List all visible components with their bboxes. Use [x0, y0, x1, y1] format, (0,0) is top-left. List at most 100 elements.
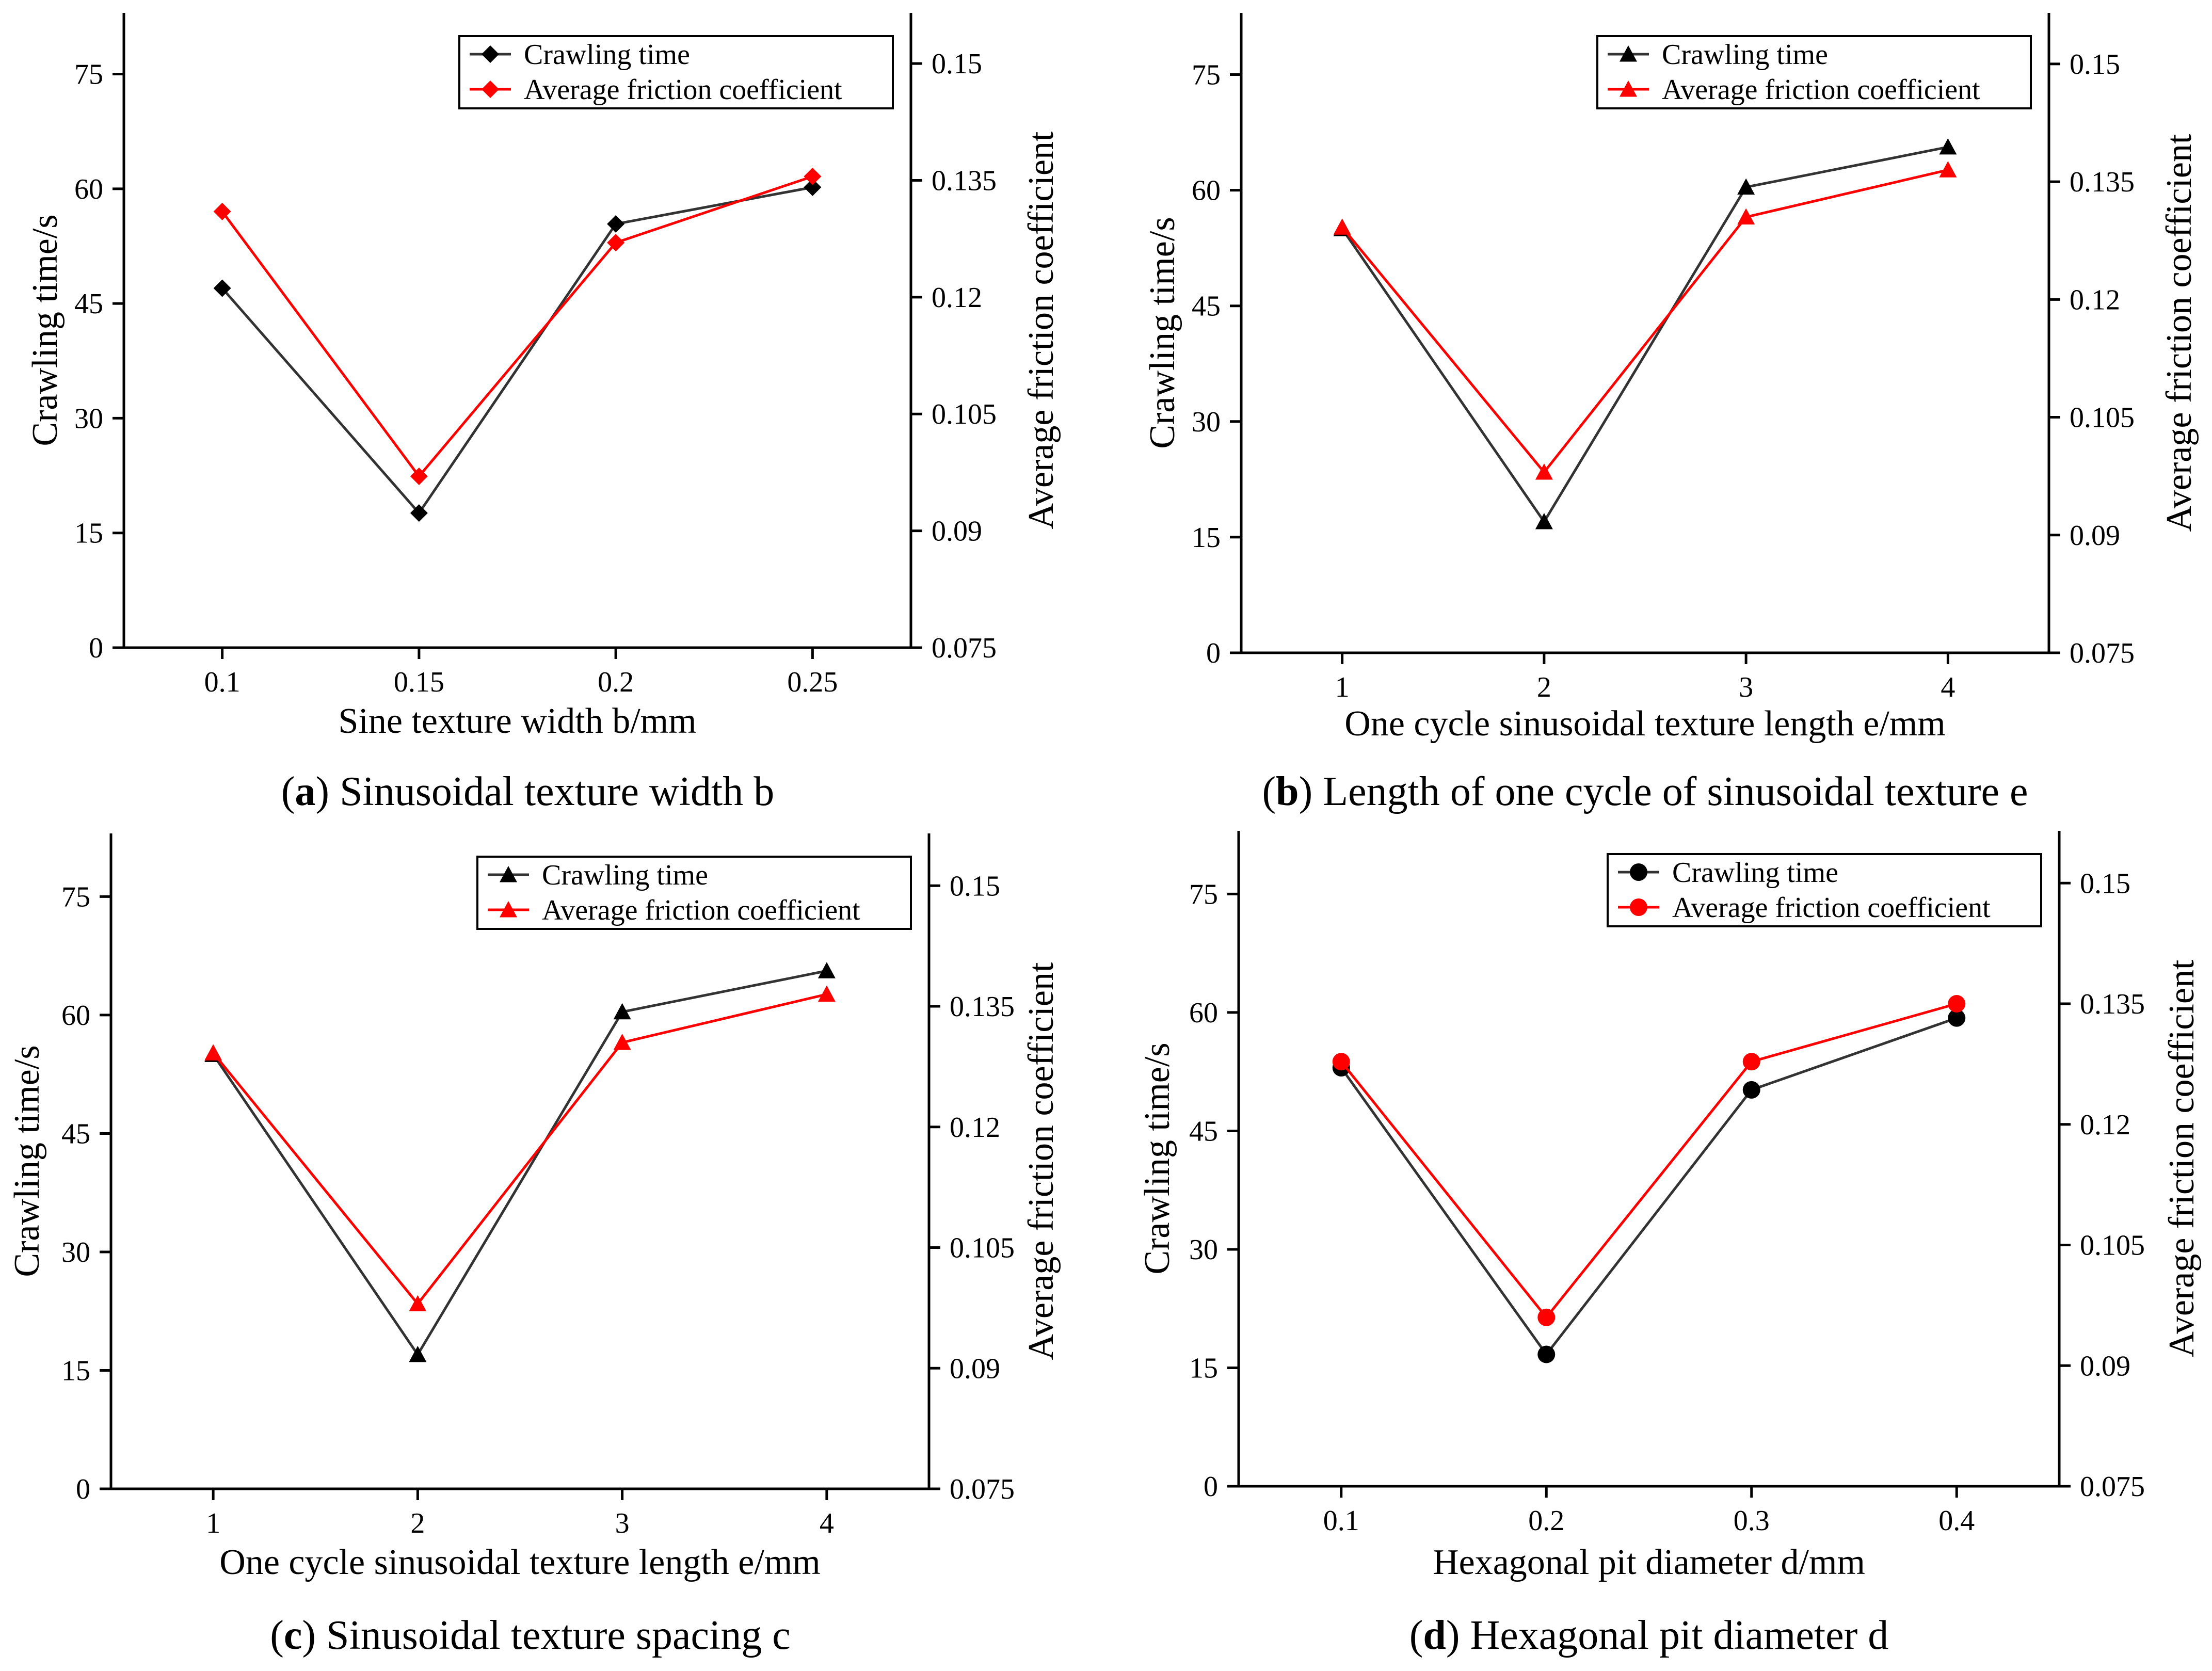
crawling-time-point	[213, 279, 231, 297]
y2-tick-label: 0.135	[2080, 988, 2145, 1020]
y2-tick-label: 0.135	[950, 991, 1015, 1023]
friction-coefficient-point	[1742, 1053, 1760, 1071]
y-tick-label: 45	[1192, 291, 1221, 323]
legend-label: Crawling time	[524, 39, 690, 71]
legend-label: Crawling time	[1672, 857, 1838, 889]
friction-coefficient-point	[1333, 218, 1351, 235]
y2-tick-label: 0.15	[950, 870, 1000, 902]
x-tick-label: 3	[615, 1507, 630, 1539]
y2-axis-title: Average friction coefficient	[1021, 962, 1061, 1360]
friction-coefficient-line	[212, 993, 827, 1306]
legend-box	[1607, 853, 2042, 927]
y-axis-title: Crawling time/s	[1137, 1042, 1177, 1274]
x-tick-label: 3	[1739, 671, 1753, 703]
chart-panel-d: 0 15 30 45 60 75 0.075 0.09 0.105 0.12 0.135 0.15 0.…	[1137, 831, 2202, 1658]
x-tick-label: 0.1	[204, 666, 241, 698]
y2-axis-title: Average friction coefficient	[2159, 134, 2199, 532]
y-tick-label: 60	[1189, 997, 1218, 1029]
legend-box	[476, 856, 912, 930]
friction-coefficient-line	[221, 175, 813, 479]
y2-tick-label: 0.075	[932, 632, 997, 664]
friction-coefficient-point	[409, 1295, 427, 1312]
legend-marker	[1620, 45, 1637, 62]
y-tick-label: 75	[1189, 878, 1218, 910]
friction-coefficient-point	[1948, 995, 1966, 1013]
y2-tick-label: 0.09	[2080, 1350, 2130, 1382]
legend-marker	[1630, 898, 1647, 916]
legend-label: Average friction coefficient	[542, 894, 860, 926]
legend-marker	[500, 866, 517, 882]
friction-coefficient-point	[410, 467, 428, 485]
crawling-time-line	[1341, 146, 1948, 524]
chart-panel-c: 0 15 30 45 60 75 0.075 0.09 0.105 0.12 0.135 0.15 1 2…	[7, 833, 1061, 1658]
friction-coefficient-point	[607, 234, 625, 252]
y-tick-label: 60	[1192, 175, 1221, 207]
y-tick-label: 45	[74, 288, 103, 320]
crawling-time-point	[804, 178, 822, 196]
y-tick-label: 75	[74, 59, 103, 91]
y-tick-label: 75	[61, 881, 90, 913]
friction-coefficient-point	[213, 202, 231, 220]
legend-label: Average friction coefficient	[1672, 892, 1991, 924]
y2-tick-label: 0.15	[932, 48, 982, 80]
x-axis-title: Hexagonal pit diameter d/mm	[1433, 1543, 1865, 1582]
x-tick-label: 0.4	[1938, 1505, 1975, 1537]
y2-axis-title: Average friction coefficient	[1021, 131, 1061, 529]
y-axis-title: Crawling time/s	[25, 214, 65, 446]
y2-tick-label: 0.105	[950, 1232, 1015, 1264]
legend-marker	[482, 81, 499, 98]
crawling-time-point	[1948, 1009, 1966, 1027]
crawling-time-point	[1742, 1081, 1760, 1099]
y2-tick-label: 0.09	[932, 516, 982, 548]
y2-tick-label: 0.105	[2070, 402, 2135, 434]
crawling-time-point	[1535, 513, 1553, 529]
x-tick-label: 0.1	[1323, 1505, 1359, 1537]
legend-marker	[500, 901, 517, 918]
y2-tick-label: 0.12	[2070, 284, 2120, 316]
x-tick-label: 1	[1335, 671, 1350, 703]
y-tick-label: 60	[61, 1000, 90, 1032]
friction-coefficient-point	[804, 167, 822, 185]
y-tick-label: 0	[1204, 1471, 1218, 1503]
crawling-time-point	[409, 1345, 427, 1362]
figure-caption: (d) Hexagonal pit diameter d	[1409, 1613, 1889, 1658]
friction-coefficient-point	[204, 1044, 222, 1061]
friction-coefficient-point	[1535, 463, 1553, 480]
crawling-time-line	[1340, 1017, 1958, 1357]
y2-tick-label: 0.15	[2080, 867, 2130, 899]
y2-tick-label: 0.105	[932, 398, 997, 430]
y-tick-label: 15	[1189, 1352, 1218, 1384]
legend-box	[1596, 35, 2032, 109]
friction-coefficient-point	[818, 985, 836, 1002]
legend-marker	[1630, 863, 1647, 881]
y2-tick-label: 0.12	[932, 282, 982, 314]
x-tick-label: 1	[206, 1507, 220, 1539]
y-tick-label: 60	[74, 173, 103, 205]
crawling-time-line	[221, 186, 813, 516]
legend-label: Crawling time	[1662, 39, 1828, 71]
x-tick-label: 0.2	[598, 666, 634, 698]
x-axis-title: Sine texture width b/mm	[338, 701, 696, 741]
y2-tick-label: 0.09	[950, 1353, 1000, 1385]
x-tick-label: 0.25	[787, 666, 838, 698]
legend-marker	[482, 45, 499, 63]
friction-coefficient-line	[1340, 1002, 1957, 1320]
y2-tick-label: 0.15	[2070, 49, 2120, 81]
friction-coefficient-line	[1341, 168, 1948, 475]
legend-label: Average friction coefficient	[524, 74, 842, 106]
y-tick-label: 0	[89, 632, 103, 664]
crawling-time-point	[818, 962, 836, 978]
y-tick-label: 15	[1192, 522, 1221, 554]
chart-panel-a: 0 15 30 45 60 75 0.075 0.09 0.105 0.12 0.135 0.15 0.…	[25, 13, 1061, 814]
y2-axis-title: Average friction coefficient	[2162, 959, 2202, 1357]
x-tick-label: 0.3	[1734, 1505, 1770, 1537]
figure-caption: (c) Sinusoidal texture spacing c	[270, 1613, 791, 1658]
y2-tick-label: 0.12	[950, 1112, 1000, 1144]
legend-label: Average friction coefficient	[1662, 74, 1980, 106]
x-tick-label: 0.2	[1528, 1505, 1564, 1537]
